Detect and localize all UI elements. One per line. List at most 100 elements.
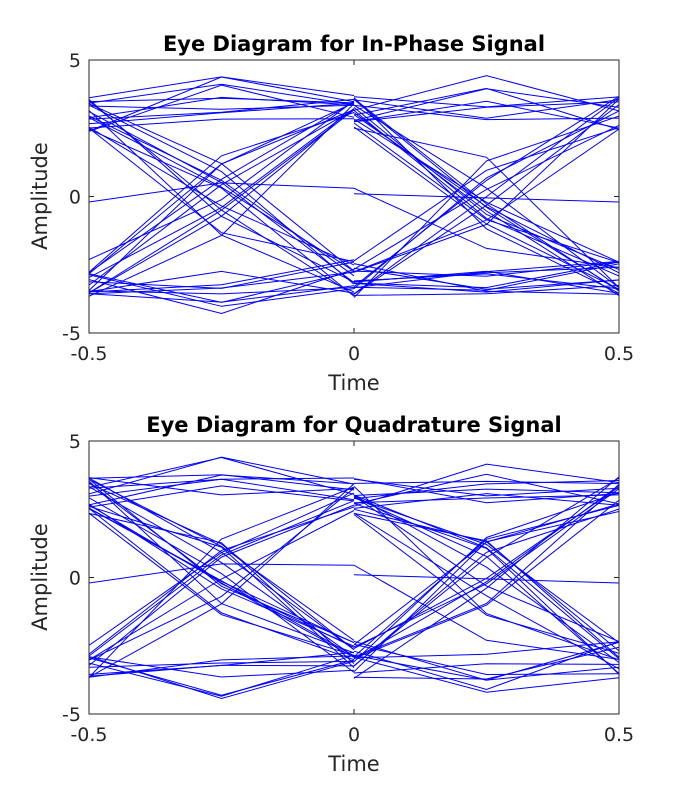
eye-trace (353, 494, 619, 504)
eye-trace (89, 480, 355, 654)
eye-trace (89, 96, 355, 119)
chart-title: Eye Diagram for Quadrature Signal (146, 413, 561, 437)
eye-trace (89, 112, 355, 273)
eye-trace (353, 494, 619, 663)
chart-in-phase: -0.5 0 0.5 -5 0 5 Eye Diagram for In-Phase Si… (28, 32, 634, 395)
eye-trace (89, 103, 355, 297)
eye-trace (353, 499, 619, 659)
eye-trace (89, 654, 355, 697)
eye-trace (353, 267, 619, 290)
y-axis-label: Amplitude (28, 523, 52, 631)
eye-trace (353, 100, 619, 129)
eye-trace (353, 663, 619, 674)
outlier-trace (353, 574, 619, 584)
eye-trace (353, 75, 619, 112)
y-tick-label: 5 (69, 431, 81, 453)
eye-trace (353, 99, 619, 291)
y-tick-label: -5 (62, 704, 81, 726)
y-tick-label: 5 (69, 50, 81, 72)
eye-trace (353, 486, 619, 649)
x-tick-label: 0 (348, 343, 360, 365)
eye-trace (89, 126, 355, 266)
outlier-trace (89, 563, 619, 660)
eye-trace (353, 126, 619, 290)
eye-trace (89, 118, 355, 129)
eye-trace (89, 492, 355, 646)
x-tick-label: 0 (348, 724, 360, 746)
eye-trace (353, 124, 619, 270)
eye-trace (89, 83, 355, 106)
eye-trace (89, 100, 355, 260)
eye-trace (353, 492, 619, 663)
eye-trace (353, 98, 619, 292)
eye-trace (89, 497, 355, 673)
eye-trace (353, 480, 619, 485)
eye-trace (89, 664, 355, 677)
eye-trace (353, 496, 619, 674)
eye-trace (353, 463, 619, 507)
eye-trace (353, 97, 619, 295)
eye-trace (353, 480, 619, 500)
eye-trace (89, 505, 355, 668)
eye-trace (89, 270, 355, 303)
x-tick-label: -0.5 (70, 343, 107, 365)
eye-trace (89, 500, 355, 657)
ticks: -0.5 0 0.5 -5 0 5 (62, 50, 634, 365)
eye-trace (89, 261, 355, 289)
chart-title: Eye Diagram for In-Phase Signal (163, 32, 545, 56)
eye-trace (353, 641, 619, 659)
eye-trace (89, 477, 355, 496)
eye-trace (353, 486, 619, 661)
eye-trace (89, 504, 355, 666)
eye-traces (89, 75, 619, 315)
eye-trace (89, 100, 355, 296)
eye-trace (353, 104, 619, 121)
eye-trace (353, 512, 619, 658)
x-tick-label: 0.5 (604, 343, 634, 365)
eye-trace (89, 510, 355, 661)
eye-trace (89, 504, 355, 658)
eye-trace (89, 108, 355, 294)
eye-trace (89, 483, 355, 651)
outlier-trace (89, 182, 619, 268)
outlier-trace (353, 193, 619, 203)
eye-trace (353, 110, 619, 277)
eye-trace (353, 263, 619, 295)
y-tick-label: -5 (62, 323, 81, 345)
eye-trace (89, 270, 355, 294)
eye-trace (89, 268, 355, 315)
y-axis-label: Amplitude (28, 142, 52, 250)
eye-trace (353, 514, 619, 654)
eye-trace (89, 117, 355, 272)
eye-trace (353, 495, 619, 643)
y-tick-label: 0 (69, 187, 81, 209)
eye-trace (353, 484, 619, 658)
eye-trace (353, 643, 619, 676)
eye-trace (89, 508, 355, 661)
eye-trace (89, 486, 355, 658)
eye-trace (89, 104, 355, 285)
eye-traces (89, 456, 619, 700)
eye-trace (89, 486, 355, 678)
eye-trace (89, 109, 355, 286)
eye-trace (353, 96, 619, 108)
eye-trace (89, 477, 355, 497)
eye-trace (353, 104, 619, 289)
eye-trace (353, 263, 619, 291)
eye-trace (353, 99, 619, 119)
eye-trace (353, 476, 619, 679)
y-tick-label: 0 (69, 568, 81, 590)
eye-trace (353, 478, 619, 497)
eye-trace (89, 259, 355, 293)
eye-trace (353, 656, 619, 693)
eye-trace (89, 97, 355, 104)
eye-trace (353, 477, 619, 667)
eye-trace (353, 127, 619, 262)
eye-trace (89, 506, 355, 655)
eye-trace (353, 494, 619, 660)
eye-trace (353, 488, 619, 648)
eye-trace (89, 512, 355, 656)
ticks: -0.5 0 0.5 -5 0 5 (62, 431, 634, 746)
eye-trace (353, 266, 619, 282)
eye-trace (89, 76, 355, 99)
